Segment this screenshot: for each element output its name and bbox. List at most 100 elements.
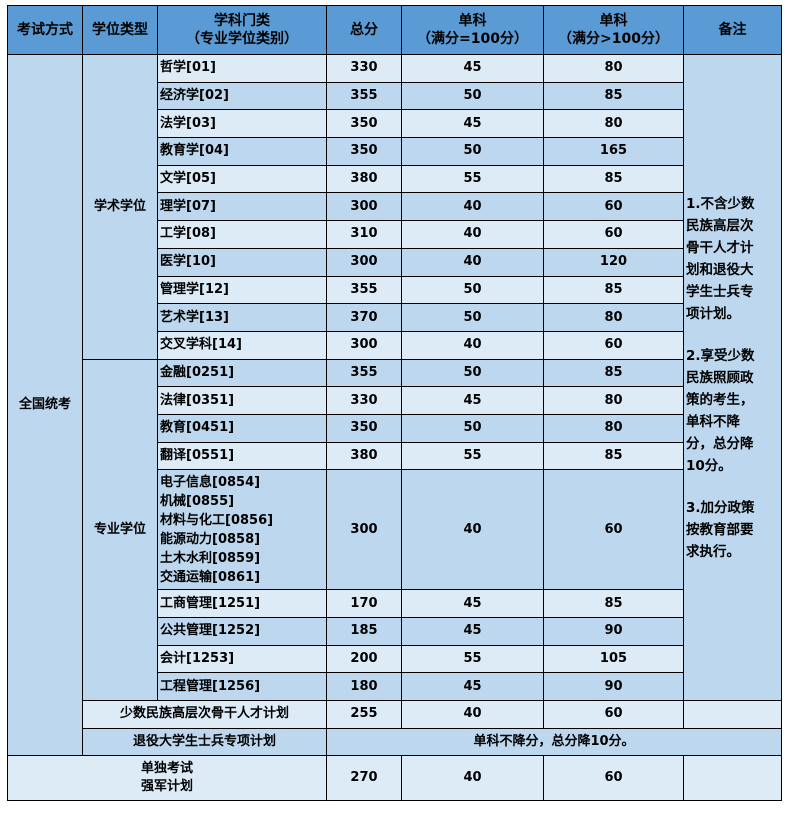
header-single-100: 单科 （满分=100分） <box>401 5 544 55</box>
table-row-minority: 少数民族高层次骨干人才计划 255 40 60 <box>8 700 782 729</box>
single-over-100-cell: 60 <box>543 330 684 360</box>
minority-plan-label: 少数民族高层次骨干人才计划 <box>82 700 327 729</box>
header-subject: 学科门类 （专业学位类别） <box>157 5 327 55</box>
label-line: 单独考试 <box>140 761 193 777</box>
remark-line: 2.享受少数 <box>686 347 755 364</box>
header-line: 学科门类 <box>214 13 270 29</box>
single-over-100-cell: 85 <box>543 441 684 471</box>
remark-line: 单科不降 <box>686 413 740 430</box>
subject-item: 材料与化工[0856] <box>160 512 274 528</box>
table-row-group: 电子信息[0854] 机械[0855] 材料与化工[0856] 能源动力[0858] 土… <box>8 469 782 591</box>
subject-cell: 文学[05] <box>157 164 327 194</box>
table-row: 专业学位 金融[0251] 355 50 85 <box>8 358 782 702</box>
subject-item: 交通运输[0861] <box>160 569 261 585</box>
subject-cell: 法学[03] <box>157 109 327 139</box>
table-row: 工学[08] 310 40 60 <box>8 220 782 249</box>
remark-line: 3.加分政策 <box>686 499 755 516</box>
single-over-100-cell: 120 <box>543 247 684 277</box>
total-score-cell: 370 <box>326 303 402 332</box>
single-over-100-cell: 85 <box>543 589 684 618</box>
total-score-cell: 255 <box>326 700 402 729</box>
single-100-cell: 45 <box>401 386 544 415</box>
subject-cell: 会计[1253] <box>157 644 327 674</box>
subject-cell: 工学[08] <box>157 220 327 249</box>
remarks-empty-cell <box>683 755 782 802</box>
table-row: 管理学[12] 355 50 85 <box>8 275 782 305</box>
single-100-cell: 45 <box>401 672 544 702</box>
remarks-cell: 1.不含少数 民族高层次 骨干人才计 划和退役大 学生士兵专 项计划。 2.享受少数 民族照顾… <box>683 53 782 702</box>
single-over-100-cell: 165 <box>543 137 684 166</box>
single-100-cell: 50 <box>401 81 544 111</box>
remark-line: 民族高层次 <box>686 217 754 234</box>
table-row: 教育[0451] 350 50 80 <box>8 413 782 443</box>
table-row: 会计[1253] 200 55 105 <box>8 644 782 674</box>
single-100-cell: 50 <box>401 303 544 332</box>
single-100-cell: 40 <box>401 700 544 729</box>
degree-type-academic: 学术学位 <box>82 54 158 360</box>
subject-item: 土木水利[0859] <box>160 550 261 566</box>
veteran-plan-note: 单科不降分，总分降10分。 <box>326 727 782 757</box>
single-over-100-cell: 105 <box>543 644 684 674</box>
single-over-100-cell: 80 <box>543 413 684 443</box>
single-over-100-cell: 60 <box>543 192 684 222</box>
single-100-cell: 45 <box>401 54 544 83</box>
single-over-100-cell: 60 <box>543 700 684 729</box>
veteran-plan-label: 退役大学生士兵专项计划 <box>82 727 327 757</box>
remark-paragraph: 2.享受少数 民族照顾政 策的考生， 单科不降 分，总分降 10分。 <box>686 345 779 477</box>
remark-line: 项计划。 <box>686 305 740 322</box>
header-line: （满分=100分） <box>417 31 528 47</box>
table-row: 工商管理[1251] 170 45 85 <box>8 589 782 618</box>
single-over-100-cell: 60 <box>543 755 684 802</box>
single-100-cell: 40 <box>401 755 544 802</box>
subject-cell: 教育学[04] <box>157 137 327 166</box>
single-100-cell: 50 <box>401 137 544 166</box>
subject-cell: 艺术学[13] <box>157 303 327 332</box>
subject-cell: 法律[0351] <box>157 386 327 415</box>
single-over-100-cell: 85 <box>543 164 684 194</box>
score-table: 考试方式 学位类型 学科门类 （专业学位类别） 总分 单科 （满分=100分） 单科… <box>7 5 782 802</box>
single-over-100-cell: 80 <box>543 109 684 139</box>
header-exam-mode: 考试方式 <box>7 5 83 55</box>
total-score-cell: 300 <box>326 330 402 360</box>
remark-line: 策的考生， <box>686 391 754 408</box>
table-row: 艺术学[13] 370 50 80 <box>8 303 782 332</box>
single-over-100-cell: 60 <box>543 220 684 249</box>
subject-item: 机械[0855] <box>160 493 235 509</box>
table-row: 经济学[02] 355 50 85 <box>8 81 782 111</box>
header-line: （满分>100分） <box>558 31 669 47</box>
label-line: 强军计划 <box>140 779 193 795</box>
single-100-cell: 45 <box>401 589 544 618</box>
subject-cell: 金融[0251] <box>157 358 327 388</box>
total-score-cell: 350 <box>326 109 402 139</box>
single-over-100-cell: 90 <box>543 672 684 702</box>
separate-exam-label: 单独考试 强军计划 <box>7 755 327 802</box>
header-line: 单科 <box>599 13 628 29</box>
single-over-100-cell: 85 <box>543 275 684 305</box>
table-row: 翻译[0551] 380 55 85 <box>8 441 782 471</box>
table-row-veteran: 退役大学生士兵专项计划 单科不降分，总分降10分。 <box>8 727 782 757</box>
single-over-100-cell: 80 <box>543 303 684 332</box>
single-100-cell: 55 <box>401 644 544 674</box>
remark-line: 分，总分降 <box>686 435 754 452</box>
total-score-cell: 380 <box>326 164 402 194</box>
remarks-empty-cell <box>683 700 782 729</box>
total-score-cell: 330 <box>326 386 402 415</box>
subject-item: 能源动力[0858] <box>160 531 261 547</box>
subject-cell: 医学[10] <box>157 247 327 277</box>
subject-cell: 经济学[02] <box>157 81 327 111</box>
total-score-cell: 350 <box>326 413 402 443</box>
remark-line: 求执行。 <box>686 543 740 560</box>
table-row: 医学[10] 300 40 120 <box>8 247 782 277</box>
single-over-100-cell: 85 <box>543 81 684 111</box>
subject-cell: 理学[07] <box>157 192 327 222</box>
remark-line: 按教育部要 <box>686 521 754 538</box>
header-row: 考试方式 学位类型 学科门类 （专业学位类别） 总分 单科 （满分=100分） 单科… <box>7 5 782 55</box>
remark-line: 1.不含少数 <box>686 195 755 212</box>
total-score-cell: 185 <box>326 617 402 646</box>
total-score-cell: 355 <box>326 275 402 305</box>
single-100-cell: 40 <box>401 469 544 591</box>
single-100-cell: 50 <box>401 275 544 305</box>
total-score-cell: 300 <box>326 469 402 591</box>
header-line: 单科 <box>458 13 487 29</box>
subject-cell: 公共管理[1252] <box>157 617 327 646</box>
